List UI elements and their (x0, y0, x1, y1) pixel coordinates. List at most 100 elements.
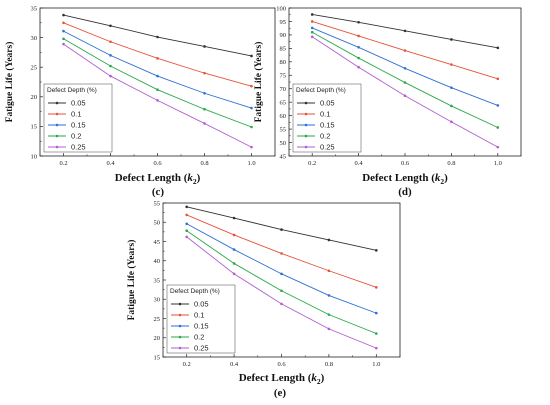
x-axis-label-sub: 2 (317, 377, 321, 386)
y-tick-label: 25 (154, 316, 161, 323)
series-0-05-line (185, 205, 378, 252)
data-point (203, 71, 206, 75)
data-point (496, 104, 500, 107)
y-tick-label: 85 (280, 46, 287, 53)
data-point (232, 272, 236, 276)
data-point (156, 88, 159, 91)
y-tick-label: 80 (280, 59, 287, 66)
data-point (109, 74, 112, 78)
data-point (327, 294, 331, 297)
y-tick-label: 35 (31, 5, 38, 12)
data-point (450, 104, 453, 108)
y-tick-label: 20 (154, 335, 161, 342)
legend-entry: 0.1 (320, 110, 330, 119)
data-point (232, 216, 236, 220)
y-tick-label: 100 (276, 5, 286, 12)
data-point (62, 42, 65, 46)
series-0-1-line (62, 21, 253, 88)
y-tick-label: 45 (280, 153, 287, 160)
legend: Defect Depth (%) 0.05 0.1 0.15 0.2 0.25 (43, 83, 113, 153)
data-point (203, 122, 206, 125)
y-tick-label: 65 (280, 99, 287, 106)
x-axis-label-sub: 2 (193, 177, 197, 186)
data-point (375, 332, 378, 335)
data-point (496, 145, 500, 149)
data-point (280, 289, 283, 293)
x-tick-label: 1.0 (247, 160, 255, 167)
series-0-05-line (62, 13, 253, 58)
data-point (403, 66, 407, 70)
panel-label: (e) (274, 387, 287, 399)
data-point (109, 64, 112, 68)
legend-box (43, 83, 113, 153)
series-0-1-line (310, 20, 500, 81)
data-point (310, 13, 314, 16)
y-axis-label: Fatigue Life (Years) (126, 240, 137, 321)
panel-label: (d) (398, 186, 412, 198)
legend-entry: 0.1 (194, 311, 204, 320)
data-point (156, 74, 159, 78)
data-point (109, 54, 112, 57)
legend-marker (178, 313, 182, 317)
data-point (185, 222, 188, 226)
legend: Defect Depth (%) 0.05 0.1 0.15 0.2 0.25 (166, 284, 236, 354)
series-line (186, 214, 377, 288)
legend-marker (178, 324, 182, 328)
data-point (450, 63, 453, 66)
legend-marker (304, 123, 308, 127)
panel-label: (c) (152, 186, 165, 198)
x-tick-label: 0.6 (277, 361, 286, 368)
data-point (403, 81, 407, 84)
x-tick-label: 0.2 (59, 160, 67, 167)
legend-entry: 0.1 (71, 110, 81, 119)
data-point (250, 54, 253, 58)
x-tick-label: 0.4 (106, 160, 115, 167)
data-point (156, 35, 159, 39)
data-point (403, 49, 407, 52)
data-point (250, 125, 253, 129)
data-point (232, 233, 236, 237)
series-0-15-line (185, 222, 378, 315)
data-point (280, 272, 283, 276)
data-point (109, 40, 112, 44)
data-point (496, 77, 500, 81)
data-point (203, 91, 206, 95)
legend-entry: 0.2 (194, 333, 204, 342)
x-axis-label-end: ) (444, 172, 448, 184)
y-tick-label: 55 (280, 126, 287, 133)
data-point (62, 37, 65, 41)
data-point (280, 302, 283, 306)
legend-marker (55, 123, 59, 127)
data-point (280, 252, 283, 255)
x-axis-label-var: k (187, 172, 193, 184)
legend-entry: 0.05 (320, 99, 335, 108)
data-point (203, 45, 206, 48)
series-0-25-line (62, 42, 253, 149)
data-point (62, 13, 65, 17)
data-point (357, 20, 360, 24)
x-axis-label: Defect Length (k2) (362, 172, 448, 186)
data-point (450, 38, 453, 41)
data-point (450, 86, 453, 89)
legend-marker (304, 101, 308, 105)
x-axis-label-sub: 2 (440, 177, 444, 186)
x-tick-label: 0.6 (153, 160, 162, 167)
data-point (250, 145, 253, 149)
data-point (310, 35, 314, 39)
x-tick-label: 0.2 (183, 361, 191, 368)
legend-marker (55, 101, 59, 105)
x-axis-label-var: k (311, 372, 317, 384)
series-0-05-line (310, 13, 500, 50)
data-point (327, 238, 331, 242)
chart-panel-1: 10 15 20 25 30 35 0.2 0.4 0.6 0.8 1.0 Defect Depth … (4, 5, 276, 198)
legend-entry: 0.25 (194, 344, 209, 353)
legend-entry: 0.15 (320, 121, 335, 130)
data-point (310, 20, 314, 23)
data-point (403, 29, 407, 33)
y-tick-label: 50 (154, 220, 161, 227)
y-tick-label: 90 (280, 32, 287, 39)
legend-title: Defect Depth (%) (170, 288, 220, 295)
data-point (156, 99, 159, 102)
data-point (250, 106, 253, 110)
